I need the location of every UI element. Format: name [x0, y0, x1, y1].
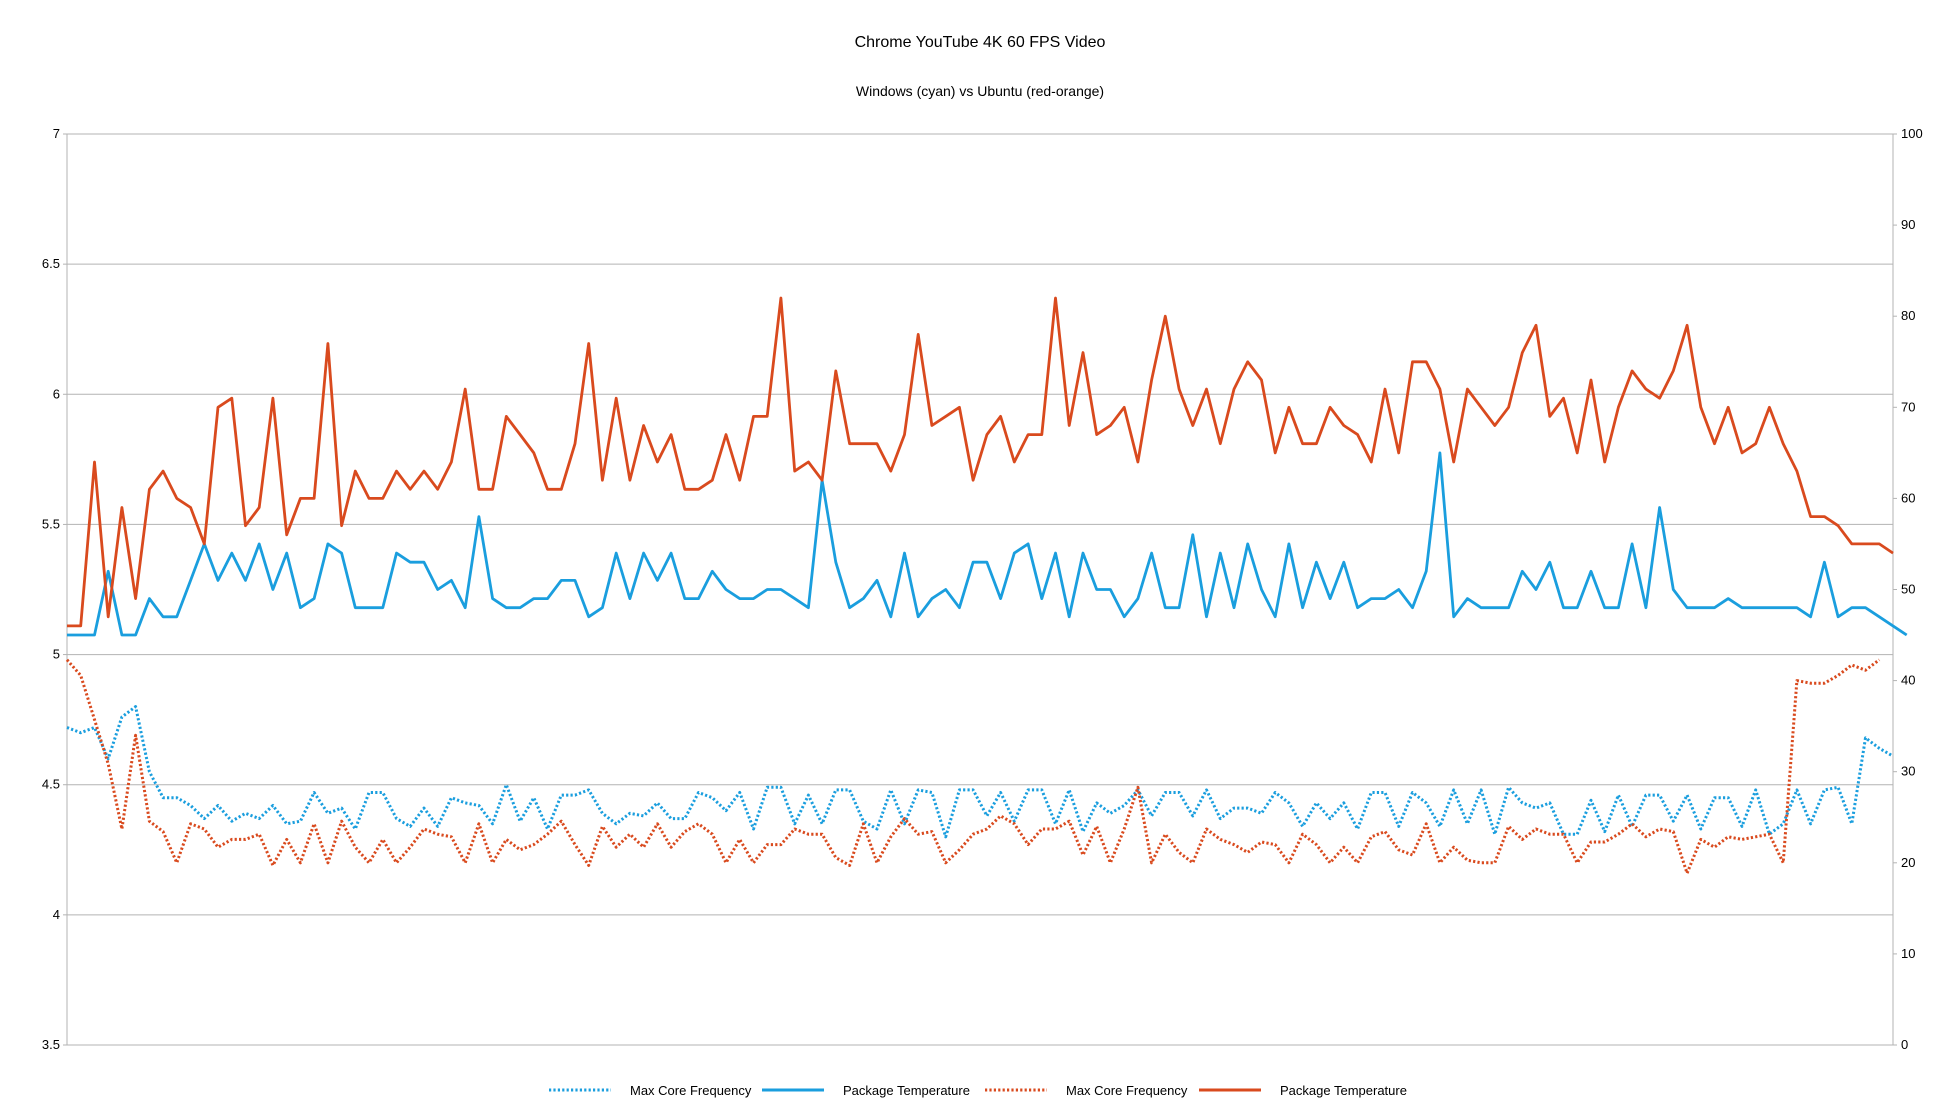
- series-line-4-package-temperature: [67, 296, 1894, 628]
- legend-label: Package Temperature: [843, 1083, 970, 1098]
- series-line-1-max-core-frequency: [66, 705, 1894, 839]
- left-axis-ticks: 3.5 4 4.5 5 5.5 6 6.5 7: [42, 126, 67, 1052]
- right-tick-label: 60: [1901, 490, 1915, 505]
- right-tick-label: 10: [1901, 946, 1915, 961]
- left-tick-label: 7: [53, 126, 60, 141]
- right-axis-ticks: 0 10 20 30 40 50 60 70 80 90 100: [1893, 126, 1923, 1052]
- right-tick-label: 50: [1901, 582, 1915, 597]
- legend-label: Package Temperature: [1280, 1083, 1407, 1098]
- right-tick-label: 0: [1901, 1037, 1908, 1052]
- right-tick-label: 30: [1901, 764, 1915, 779]
- right-tick-label: 80: [1901, 308, 1915, 323]
- gridlines: [67, 133, 1893, 1046]
- series-line-2-package-temperature: [67, 451, 1908, 637]
- legend-label: Max Core Frequency: [1066, 1083, 1188, 1098]
- left-tick-label: 5: [53, 647, 60, 662]
- right-tick-label: 100: [1901, 126, 1923, 141]
- right-tick-label: 70: [1901, 399, 1915, 414]
- left-tick-label: 4.5: [42, 777, 60, 792]
- left-tick-label: 6: [53, 386, 60, 401]
- series-lines: [65, 296, 1908, 875]
- legend: Max Core Frequency Package Temperature Max…: [549, 1083, 1407, 1098]
- legend-label: Max Core Frequency: [630, 1083, 752, 1098]
- right-tick-label: 40: [1901, 673, 1915, 688]
- chart-subtitle: Windows (cyan) vs Ubuntu (red-orange): [856, 83, 1104, 99]
- left-tick-label: 3.5: [42, 1037, 60, 1052]
- left-tick-label: 4: [53, 907, 60, 922]
- right-tick-label: 20: [1901, 855, 1915, 870]
- series-line-3-max-core-frequency: [65, 658, 1881, 875]
- chart-title: Chrome YouTube 4K 60 FPS Video: [855, 34, 1106, 51]
- left-tick-label: 5.5: [42, 516, 60, 531]
- axes: [66, 134, 1894, 1045]
- right-tick-label: 90: [1901, 217, 1915, 232]
- left-tick-label: 6.5: [42, 256, 60, 271]
